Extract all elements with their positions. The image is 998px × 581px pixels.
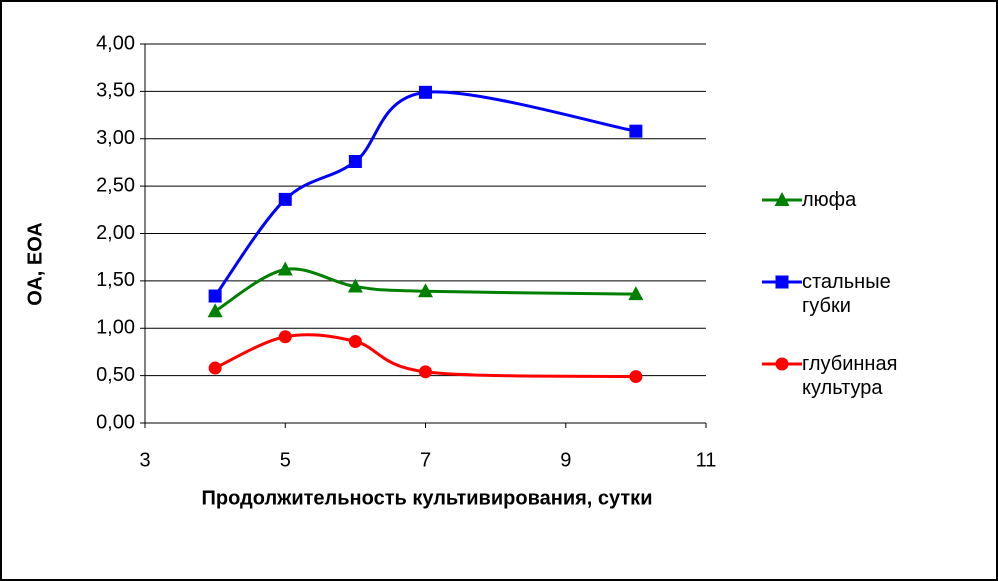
y-tick-label: 3,00 [96,127,135,149]
marker [419,365,432,379]
legend-icon [762,357,802,371]
marker [278,192,292,206]
marker [628,286,644,301]
legend-item: люфа [762,188,932,212]
marker [775,357,789,371]
legend-icon [762,275,802,289]
marker [278,330,292,344]
y-tick-label: 3,50 [96,80,135,102]
y-tick-label: 0,00 [96,411,135,433]
marker [348,154,362,168]
series-line [214,267,636,313]
legend-icon [762,192,802,206]
y-tick-label: 1,50 [96,269,135,291]
legend-label: глубинная культура [802,353,898,399]
x-tick-label: 3 [139,449,150,471]
x-axis-label: Продолжительность культивирования, сутки [202,487,653,509]
x-tick-label: 11 [696,449,717,471]
y-tick-label: 0,50 [96,364,135,386]
marker [207,303,223,318]
series-line [213,90,637,297]
y-tick-label: 2,00 [96,222,135,244]
marker [208,361,222,375]
marker [277,261,293,276]
marker [629,370,643,384]
x-tick-label: 7 [420,449,431,471]
marker [774,192,790,206]
legend-label: люфа [802,189,857,211]
legend-item: глубинная культура [762,352,932,400]
y-tick-label: 2,50 [96,174,135,196]
marker [348,335,362,349]
legend-label: стальные губки [802,271,891,317]
marker [775,275,789,289]
marker [418,283,433,298]
marker [208,289,222,303]
x-tick-label: 9 [560,449,571,471]
series-line [214,333,636,379]
y-tick-label: 4,00 [96,32,135,54]
y-axis-label: ОА, ЕОА [24,222,46,305]
legend-item: стальные губки [762,270,932,318]
x-tick-label: 5 [280,449,291,471]
marker [347,278,363,293]
marker [629,124,643,138]
marker [419,85,432,99]
y-tick-label: 1,00 [96,317,135,339]
